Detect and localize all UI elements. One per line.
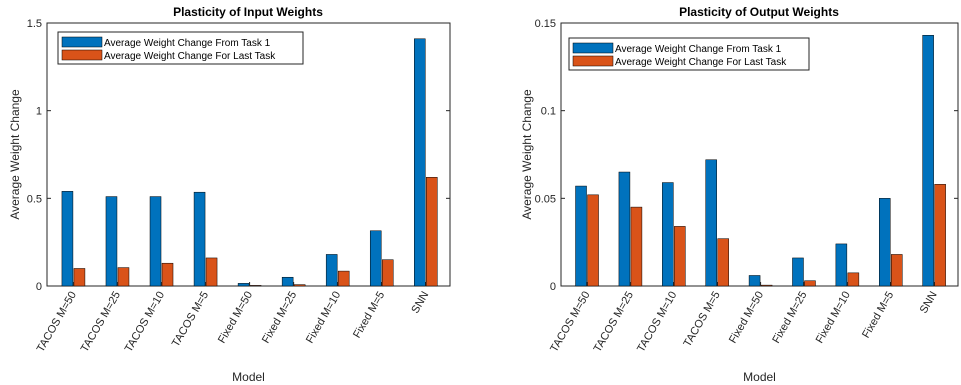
bar-series-2-8 [934, 184, 946, 287]
y-tick-label: 0.15 [535, 18, 556, 30]
legend-swatch-2 [61, 49, 103, 61]
y-tick-label: 0.1 [541, 106, 556, 118]
y-tick-label: 0 [36, 281, 42, 293]
bar-series-1-1 [105, 196, 118, 287]
bar-series-2-4 [249, 285, 262, 287]
legend-label-2: Average Weight Change For Last Task [104, 51, 276, 62]
legend-swatch-1 [572, 42, 614, 54]
bar-series-2-7 [890, 254, 903, 287]
legend-label-1: Average Weight Change From Task 1 [615, 44, 782, 55]
bar-series-2-1 [630, 206, 643, 287]
y-tick-label: 1.5 [27, 18, 42, 30]
bar-series-2-0 [587, 194, 599, 287]
legend-label-1: Average Weight Change From Task 1 [104, 38, 271, 49]
legend-swatch-1 [61, 36, 103, 48]
y-tick-label: 0.05 [535, 193, 556, 205]
bar-series-1-8 [922, 35, 934, 287]
output-weights-chart: Plasticity of Output Weights 0 0.05 0.1 0.15… [520, 5, 959, 384]
chart-title: Plasticity of Output Weights [679, 5, 839, 19]
bar-series-1-4 [237, 283, 250, 287]
legend-swatch-2 [572, 55, 614, 67]
bar-series-1-7 [369, 230, 382, 287]
bar-series-1-2 [662, 182, 674, 287]
bar-series-2-2 [674, 226, 686, 287]
bar-series-1-3 [705, 159, 717, 287]
bar-series-2-6 [337, 270, 350, 287]
bar-series-1-3 [193, 191, 206, 287]
bar-series-1-6 [835, 243, 848, 287]
y-tick-label: 0.5 [27, 193, 42, 205]
bar-series-2-2 [161, 262, 174, 287]
bar-series-2-7 [381, 259, 394, 287]
bar-series-1-2 [149, 196, 162, 287]
y-tick-label: 1 [36, 106, 42, 118]
y-tick-label: 0 [550, 281, 556, 293]
bar-series-1-5 [792, 257, 804, 287]
chart-title: Plasticity of Input Weights [173, 5, 323, 19]
bar-series-2-3 [717, 238, 729, 287]
bar-series-1-4 [748, 275, 761, 287]
bar-series-2-1 [117, 267, 130, 287]
x-axis-label: Model [232, 370, 265, 384]
bar-series-2-0 [73, 268, 86, 287]
bar-series-1-1 [618, 171, 631, 287]
bar-series-1-0 [61, 191, 74, 287]
bar-series-1-6 [325, 254, 338, 287]
legend: Average Weight Change From Task 1 Average… [568, 37, 810, 71]
bar-series-1-8 [414, 38, 426, 287]
bar-series-1-5 [281, 276, 294, 287]
legend: Average Weight Change From Task 1 Average… [57, 31, 304, 65]
x-axis-label: Model [743, 370, 776, 384]
bar-series-2-5 [293, 284, 306, 287]
bar-series-2-3 [205, 257, 218, 287]
y-axis-label: Average Weight Change [8, 89, 22, 220]
bar-series-1-0 [575, 185, 587, 287]
bar-series-2-8 [426, 177, 438, 287]
bar-series-2-6 [847, 272, 860, 287]
y-axis-label: Average Weight Change [520, 89, 534, 220]
legend-label-2: Average Weight Change For Last Task [615, 57, 787, 68]
bar-series-2-4 [760, 284, 773, 287]
bar-series-1-7 [878, 198, 891, 287]
bar-series-2-5 [804, 280, 816, 287]
